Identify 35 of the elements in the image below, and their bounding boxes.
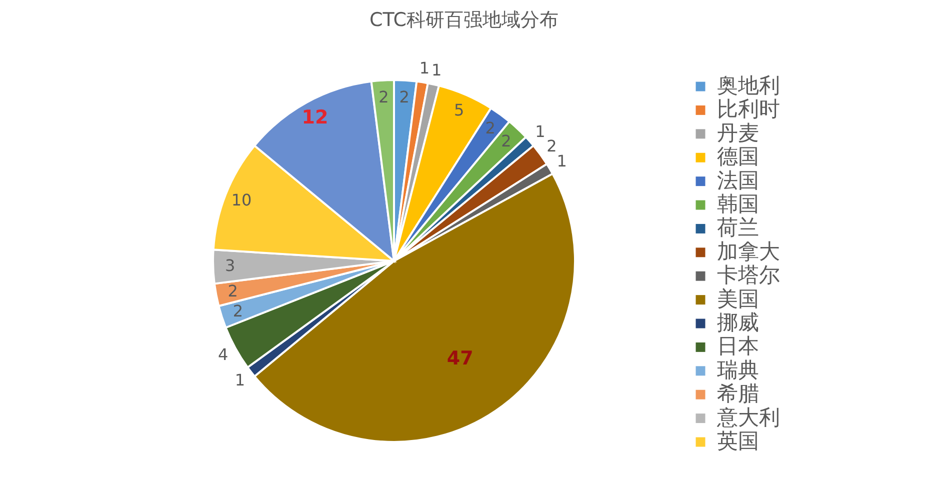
legend-label: 比利时 <box>717 97 780 122</box>
data-label: 1 <box>234 370 246 390</box>
legend-label: 瑞典 <box>717 358 759 382</box>
legend-label: 法国 <box>717 168 759 192</box>
data-label: 47 <box>446 347 474 370</box>
data-label: 1 <box>556 152 567 171</box>
data-label: 10 <box>231 190 252 210</box>
data-label: 1 <box>419 58 430 78</box>
data-label: 2 <box>501 131 512 150</box>
legend-label: 奥地利 <box>717 74 780 98</box>
data-label: 12 <box>302 106 328 128</box>
data-label: 5 <box>454 100 464 120</box>
data-label: 2 <box>485 118 496 138</box>
legend-label: 美国 <box>717 286 759 311</box>
data-label: 1 <box>535 122 546 142</box>
data-label: 2 <box>378 87 389 106</box>
data-label: 4 <box>218 344 228 364</box>
legend-label: 意大利 <box>716 405 780 430</box>
legend-label: 荷兰 <box>717 216 759 240</box>
data-label: 1 <box>431 60 442 80</box>
data-label: 2 <box>546 136 557 156</box>
data-label: 3 <box>224 256 236 276</box>
legend-label: 挪威 <box>717 310 759 334</box>
data-label: 2 <box>228 282 238 301</box>
legend-label: 韩国 <box>717 192 759 216</box>
legend-label: 丹麦 <box>717 120 759 145</box>
legend-label: 德国 <box>717 144 759 169</box>
legend-label: 希腊 <box>717 382 759 406</box>
legend-label: 英国 <box>717 429 759 453</box>
legend-label: 加拿大 <box>717 239 780 264</box>
legend-label: 卡塔尔 <box>717 263 780 288</box>
data-label: 2 <box>399 87 410 106</box>
data-label: 2 <box>232 302 244 321</box>
chart-title: CTC科研百强地域分布 <box>369 9 559 31</box>
legend-label: 日本 <box>717 334 759 358</box>
